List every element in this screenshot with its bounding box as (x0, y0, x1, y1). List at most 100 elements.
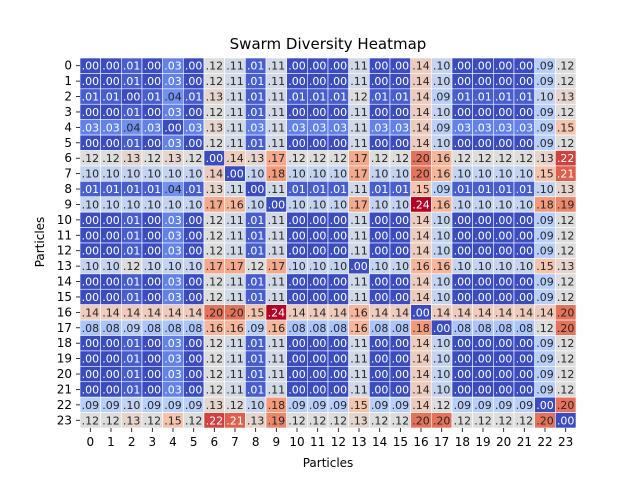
cell-value-label: .00 (474, 106, 492, 119)
cell-value-label: .14 (412, 75, 430, 88)
cell-value-label: .00 (144, 75, 162, 88)
cell-value-label: .04 (164, 91, 182, 104)
x-tick-label: 20 (496, 435, 511, 449)
cell-value-label: .00 (185, 291, 203, 304)
cell-value-label: .00 (185, 229, 203, 242)
cell-value-label: .14 (412, 383, 430, 396)
cell-value-label: .11 (350, 60, 368, 73)
cell-value-label: .09 (536, 137, 554, 150)
cell-value-label: .03 (144, 121, 162, 134)
cell-value-label: .18 (268, 168, 286, 181)
cell-value-label: .09 (123, 322, 141, 335)
x-tick-label: 18 (455, 435, 470, 449)
cell-value-label: .21 (226, 414, 244, 427)
cell-value-label: .00 (433, 322, 451, 335)
cell-value-label: .14 (330, 306, 348, 319)
cell-value-label: .10 (454, 198, 472, 211)
x-tick-label: 14 (372, 435, 387, 449)
cell-value-label: .20 (557, 322, 575, 335)
cell-value-label: .17 (206, 198, 224, 211)
cell-value-label: .00 (474, 214, 492, 227)
cell-value-label: .10 (123, 168, 141, 181)
cell-value-label: .01 (123, 383, 141, 396)
cell-value-label: .14 (82, 306, 100, 319)
cell-value-label: .11 (226, 214, 244, 227)
cell-value-label: .08 (164, 322, 182, 335)
cell-value-label: .00 (82, 75, 100, 88)
cell-value-label: .13 (164, 152, 182, 165)
cell-value-label: .10 (536, 183, 554, 196)
cell-value-label: .00 (495, 106, 513, 119)
cell-value-label: .00 (516, 229, 534, 242)
cell-value-label: .11 (268, 75, 286, 88)
cell-value-label: .10 (102, 198, 120, 211)
cell-value-label: .12 (330, 152, 348, 165)
cell-value-label: .13 (206, 121, 224, 134)
x-tick-label: 23 (558, 435, 573, 449)
cell-value-label: .12 (144, 414, 162, 427)
cell-value-label: .03 (164, 368, 182, 381)
cell-value-label: .09 (433, 91, 451, 104)
cell-value-label: .00 (144, 291, 162, 304)
cell-value-label: .00 (454, 60, 472, 73)
cell-value-label: .14 (412, 276, 430, 289)
cell-value-label: .00 (309, 337, 327, 350)
cell-value-label: .00 (392, 137, 410, 150)
cell-value-label: .00 (185, 106, 203, 119)
cell-value-label: .10 (164, 168, 182, 181)
cell-value-label: .15 (536, 168, 554, 181)
cell-value-label: .03 (164, 137, 182, 150)
cell-value-label: .09 (536, 291, 554, 304)
cell-value-label: .00 (288, 337, 306, 350)
cell-value-label: .14 (412, 60, 430, 73)
cell-value-label: .00 (102, 368, 120, 381)
cell-value-label: .10 (164, 198, 182, 211)
cell-value-label: .00 (309, 137, 327, 150)
cell-value-label: .03 (392, 121, 410, 134)
cell-value-label: .03 (247, 121, 265, 134)
cell-value-label: .00 (495, 137, 513, 150)
cell-value-label: .10 (433, 214, 451, 227)
cell-value-label: .01 (247, 353, 265, 366)
cell-value-label: .11 (268, 383, 286, 396)
y-tick-label: 23 (57, 413, 72, 427)
cell-value-label: .00 (474, 291, 492, 304)
cell-value-label: .14 (412, 214, 430, 227)
cell-value-label: .12 (206, 245, 224, 258)
cell-value-label: .09 (536, 276, 554, 289)
cell-value-label: .12 (392, 414, 410, 427)
cell-value-label: .01 (392, 91, 410, 104)
cell-value-label: .22 (557, 152, 575, 165)
cell-value-label: .12 (474, 414, 492, 427)
cell-value-label: .00 (392, 276, 410, 289)
cell-value-label: .10 (433, 291, 451, 304)
x-tick-label: 17 (434, 435, 449, 449)
cell-value-label: .12 (247, 260, 265, 273)
cell-value-label: .11 (268, 91, 286, 104)
cell-value-label: .10 (433, 137, 451, 150)
cell-value-label: .00 (82, 137, 100, 150)
cell-value-label: .10 (474, 260, 492, 273)
cell-value-label: .11 (226, 245, 244, 258)
cell-value-label: .10 (144, 260, 162, 273)
cell-value-label: .00 (268, 198, 286, 211)
cell-value-label: .11 (226, 137, 244, 150)
cell-value-label: .01 (123, 183, 141, 196)
cell-value-label: .11 (350, 137, 368, 150)
x-tick-label: 0 (87, 435, 95, 449)
cell-value-label: .11 (268, 245, 286, 258)
cell-value-label: .00 (516, 60, 534, 73)
cell-value-label: .11 (268, 106, 286, 119)
cell-value-label: .14 (412, 229, 430, 242)
cell-value-label: .00 (102, 75, 120, 88)
cell-value-label: .10 (330, 260, 348, 273)
cell-value-label: .20 (412, 168, 430, 181)
cell-value-label: .03 (164, 214, 182, 227)
cell-value-label: .01 (102, 91, 120, 104)
cell-value-label: .00 (102, 337, 120, 350)
cell-value-label: .11 (226, 353, 244, 366)
cell-value-label: .09 (82, 399, 100, 412)
cell-value-label: .00 (474, 229, 492, 242)
cell-value-label: .00 (288, 75, 306, 88)
cell-value-label: .01 (123, 337, 141, 350)
